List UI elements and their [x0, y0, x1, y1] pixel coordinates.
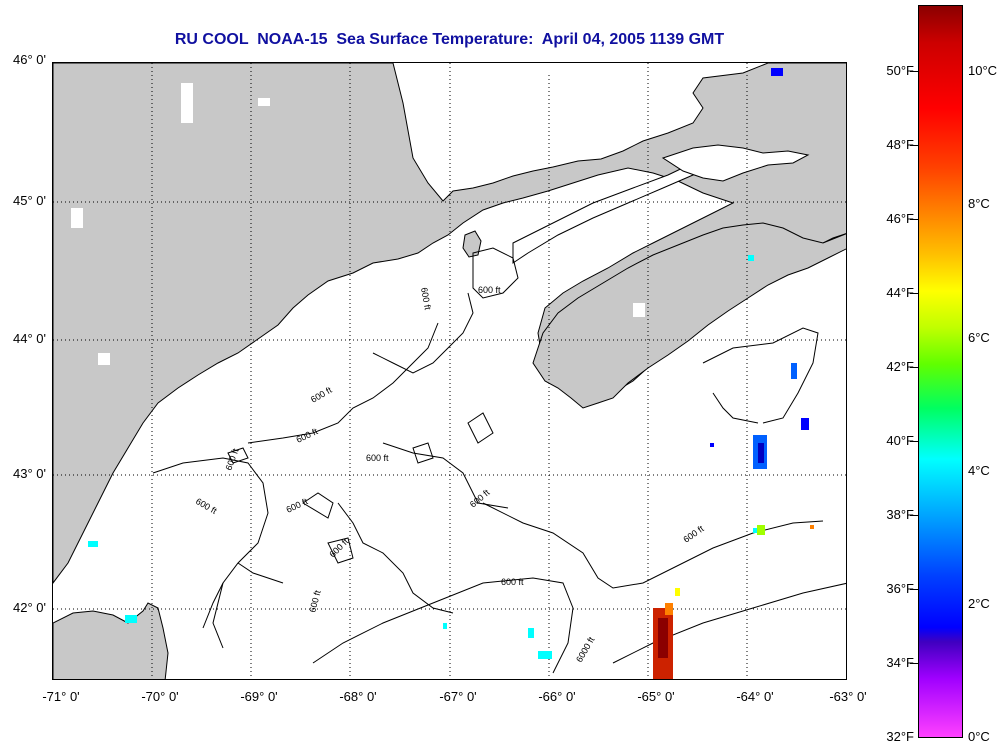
contour-label: 600 ft — [307, 589, 323, 614]
colorbar-tick — [910, 589, 918, 590]
lon-label: -69° 0' — [240, 689, 278, 704]
contour-label: 600 ft — [295, 426, 320, 445]
map-canvas: 600 ft 600 ft 600 ft 600 ft 600 ft 600 f… — [53, 63, 846, 679]
graticule — [53, 63, 846, 679]
colorbar-tick — [910, 515, 918, 516]
contour-label: 600 ft — [309, 385, 334, 405]
land-masks — [71, 63, 645, 365]
lon-label: -66° 0' — [538, 689, 576, 704]
contour-label: 600 ft — [327, 536, 350, 559]
celsius-label: 0°C — [968, 729, 990, 744]
lon-label: -63° 0' — [829, 689, 867, 704]
lon-label: -67° 0' — [439, 689, 477, 704]
depth-contours — [152, 247, 846, 674]
contour-label: 600 ft — [419, 287, 433, 311]
land-nova-scotia — [532, 222, 846, 409]
contour-label: 600 ft — [194, 496, 219, 516]
colorbar-tick — [910, 663, 918, 664]
lon-label: -64° 0' — [736, 689, 774, 704]
fahrenheit-label: 40°F — [886, 433, 914, 448]
sst-map[interactable]: 600 ft 600 ft 600 ft 600 ft 600 ft 600 f… — [52, 62, 847, 680]
celsius-label: 4°C — [968, 463, 990, 478]
contour-label: 600 ft — [366, 453, 389, 463]
lat-label: 44° 0' — [13, 331, 46, 346]
contour-label: 600 ft — [681, 523, 706, 544]
contour-label: 600 ft — [223, 447, 240, 472]
contour-label: 600 ft — [501, 577, 524, 587]
fahrenheit-label: 46°F — [886, 211, 914, 226]
fahrenheit-label: 32°F — [886, 729, 914, 744]
lon-label: -71° 0' — [42, 689, 80, 704]
lon-label: -70° 0' — [141, 689, 179, 704]
fahrenheit-label: 42°F — [886, 359, 914, 374]
colorbar-tick — [910, 293, 918, 294]
celsius-label: 8°C — [968, 196, 990, 211]
lon-label: -68° 0' — [339, 689, 377, 704]
temperature-colorbar — [918, 5, 963, 738]
contour-label: 6000 ft — [574, 635, 597, 664]
lat-label: 46° 0' — [13, 52, 46, 67]
colorbar-tick — [910, 145, 918, 146]
celsius-label: 2°C — [968, 596, 990, 611]
colorbar-tick — [910, 71, 918, 72]
lat-label: 45° 0' — [13, 193, 46, 208]
celsius-label: 6°C — [968, 330, 990, 345]
fahrenheit-label: 44°F — [886, 285, 914, 300]
colorbar-tick — [910, 441, 918, 442]
land-mainland — [53, 63, 846, 584]
island-grand-manan — [462, 230, 482, 258]
fahrenheit-label: 50°F — [886, 63, 914, 78]
lat-label: 42° 0' — [13, 600, 46, 615]
map-title: RU COOL NOAA-15 Sea Surface Temperature:… — [174, 31, 725, 48]
contour-label: 600 ft — [478, 285, 501, 295]
contour-label: 600 ft — [285, 496, 310, 515]
colorbar-tick — [910, 367, 918, 368]
colorbar-tick — [910, 219, 918, 220]
fahrenheit-label: 48°F — [886, 137, 914, 152]
minas-basin — [661, 144, 810, 182]
fahrenheit-label: 36°F — [886, 581, 914, 596]
lat-label: 43° 0' — [13, 466, 46, 481]
fahrenheit-label: 34°F — [886, 655, 914, 670]
fahrenheit-label: 38°F — [886, 507, 914, 522]
land-cape-cod — [53, 602, 169, 679]
lon-label: -65° 0' — [637, 689, 675, 704]
celsius-label: 10°C — [968, 63, 998, 78]
sst-data-pixels — [88, 68, 814, 679]
